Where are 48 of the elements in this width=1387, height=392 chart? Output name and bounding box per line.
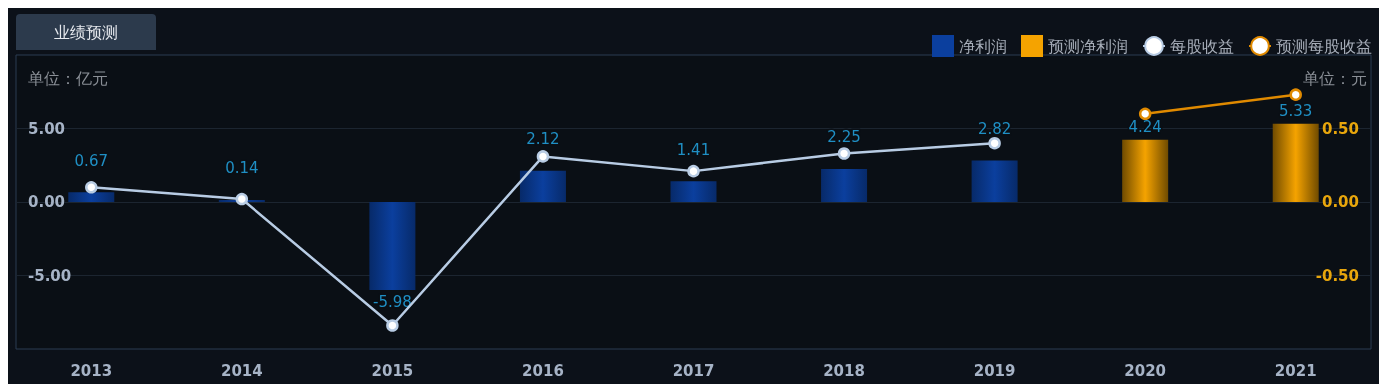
y-tick-label: 0.00 bbox=[28, 193, 66, 211]
data-label: 0.67 bbox=[74, 151, 108, 170]
data-label: 2.25 bbox=[827, 128, 861, 147]
bar bbox=[971, 160, 1018, 202]
y2-tick-label: 0.50 bbox=[1321, 119, 1359, 138]
bar bbox=[1272, 123, 1319, 202]
annotation: 单位：元 bbox=[1303, 68, 1367, 88]
x-tick-label: 2015 bbox=[371, 361, 414, 380]
y2-tick-label: -0.50 bbox=[1315, 266, 1359, 285]
point bbox=[235, 192, 249, 206]
x-tick-label: 2020 bbox=[1124, 361, 1167, 380]
point bbox=[536, 150, 550, 163]
bar bbox=[519, 170, 566, 202]
y-tick-label: -5.00 bbox=[28, 266, 72, 285]
point bbox=[1138, 107, 1152, 121]
point bbox=[386, 319, 399, 332]
x-tick-label: 2021 bbox=[1274, 361, 1317, 380]
x-tick-label: 2018 bbox=[823, 361, 865, 380]
data-label: -5.98 bbox=[372, 293, 412, 312]
data-label: 0.14 bbox=[225, 159, 259, 178]
point bbox=[837, 147, 851, 160]
bar bbox=[821, 168, 868, 202]
x-tick-label: 2014 bbox=[220, 361, 263, 380]
x-tick-label: 2019 bbox=[973, 361, 1016, 380]
chart-title: 业绩预测 bbox=[54, 22, 118, 42]
bar bbox=[68, 192, 115, 202]
legend-label: 净利润 bbox=[959, 36, 1007, 56]
legend-label: 预测净利润 bbox=[1048, 36, 1128, 56]
x-tick-label: 2017 bbox=[672, 361, 715, 380]
x-tick-label: 2016 bbox=[522, 361, 564, 380]
x-tick-label: 2013 bbox=[70, 361, 113, 380]
point bbox=[1289, 88, 1302, 101]
point bbox=[85, 181, 98, 194]
y-tick-label: 5.00 bbox=[28, 119, 66, 138]
legend-label: 每股收益 bbox=[1170, 36, 1234, 56]
bar bbox=[670, 181, 717, 202]
data-label: 5.33 bbox=[1279, 102, 1313, 121]
bar bbox=[1122, 139, 1169, 202]
bar bbox=[369, 202, 416, 290]
data-label: 2.82 bbox=[977, 120, 1012, 139]
point bbox=[988, 136, 1001, 150]
data-label: 4.24 bbox=[1128, 118, 1162, 137]
data-label: 2.12 bbox=[526, 130, 560, 149]
annotation: 单位：亿元 bbox=[28, 68, 108, 88]
y2-tick-label: 0.00 bbox=[1321, 193, 1359, 211]
data-label: 1.41 bbox=[676, 140, 711, 159]
point bbox=[687, 164, 700, 178]
legend-label: 预测每股收益 bbox=[1276, 36, 1372, 56]
